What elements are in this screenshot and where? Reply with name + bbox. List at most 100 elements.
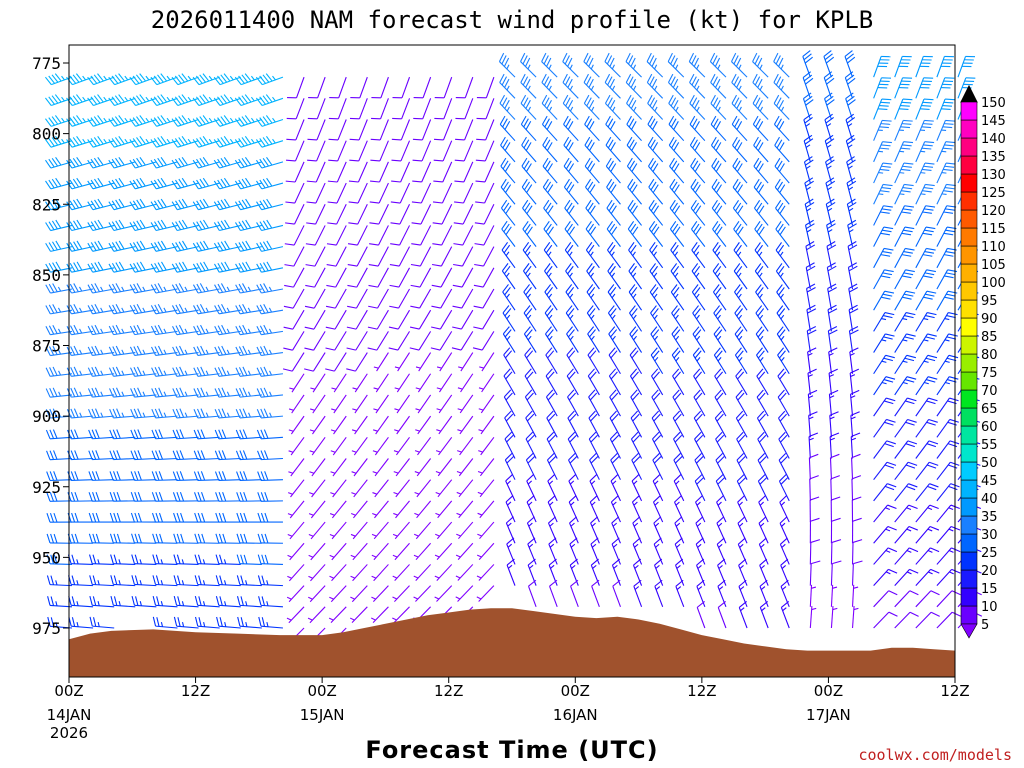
barb-half-flag [351,429,357,432]
barb-flag [777,368,785,377]
barb-staff [197,415,220,419]
barb-staff [421,119,432,141]
barb-flag [45,284,51,294]
wind-barb [735,410,748,438]
wind-barb [325,331,347,351]
wind-barb [284,246,305,267]
barb-flag [945,98,955,101]
barb-flag [155,471,160,481]
wind-barb [894,333,916,353]
barb-flag [500,178,507,188]
wind-barb [306,161,326,183]
barb-flag [202,73,210,82]
wind-barb [330,436,347,456]
barb-flag [192,97,200,106]
barb-flag [256,222,263,231]
barb-staff [218,457,241,461]
barb-flag [87,76,94,85]
barb-half-flag [477,533,482,537]
barb-flag [780,537,788,545]
barb-half-flag [878,172,884,174]
barb-flag [263,304,269,313]
barb-flag [76,115,83,124]
barb-half-flag [633,106,637,112]
barb-half-flag [229,117,234,123]
wind-barb [523,326,537,353]
barb-flag [757,78,763,88]
barb-flag [922,254,933,257]
barb-flag [133,408,139,418]
barb-flag [432,222,443,225]
barb-flag [262,241,269,251]
wind-barb [194,575,220,587]
barb-flag [73,262,79,272]
barb-flag [87,263,94,273]
wind-barb [653,516,664,544]
barb-flag [76,136,83,145]
barb-flag [139,177,146,187]
barb-flag [804,56,813,64]
barb-flag [266,261,273,271]
barb-flag [759,456,767,464]
barb-staff [396,373,410,393]
barb-flag [108,305,115,315]
barb-staff [71,604,94,608]
barb-flag [900,168,911,172]
barb-flag [943,101,954,104]
barb-flag [809,496,820,501]
barb-flag [753,157,760,167]
barb-flag [564,220,571,230]
barb-staff [443,76,453,98]
barb-flag [199,220,206,230]
wind-barb [824,134,835,163]
wind-barb [606,199,621,226]
barb-staff [313,309,326,330]
barb-flag [589,371,597,380]
wind-barb [586,263,600,290]
wind-barb [936,162,956,184]
barb-flag [97,198,104,208]
wind-barb [714,410,727,438]
barb-flag [825,95,834,103]
barb-flag [944,165,955,168]
wind-barb [193,345,220,357]
wind-barb [714,389,727,417]
barb-half-flag [675,64,679,70]
barb-half-flag [476,596,482,600]
wind-barb [89,595,115,608]
barb-half-flag [166,138,171,144]
barb-flag [565,284,573,293]
wind-barb [587,347,600,375]
barb-flag [139,261,146,271]
barb-half-flag [288,471,294,474]
barb-flag [306,201,316,204]
barb-staff [712,228,727,247]
barb-flag [630,244,637,254]
wind-barb [714,368,727,396]
barb-flag [758,413,766,422]
wind-barb [256,324,284,336]
barb-half-flag [163,328,167,334]
barb-flag [214,409,220,419]
wind-barb [590,558,600,586]
wind-barb [392,76,411,99]
barb-staff [93,76,115,86]
wind-barb [255,94,284,107]
barb-half-flag [372,429,378,432]
barb-staff [873,269,885,290]
wind-barb [809,539,821,565]
barb-staff [378,182,389,204]
barb-flag [906,485,916,491]
barb-half-flag [286,617,292,621]
barb-flag [390,201,401,204]
barb-flag [546,99,552,109]
barb-flag [588,431,597,440]
barb-staff [463,182,474,204]
barb-staff [649,291,664,311]
barb-flag [828,347,838,353]
barb-flag [109,408,114,419]
barb-half-flag [58,370,62,376]
wind-barb [778,474,790,502]
barb-flag [257,471,262,481]
barb-flag [567,99,574,109]
